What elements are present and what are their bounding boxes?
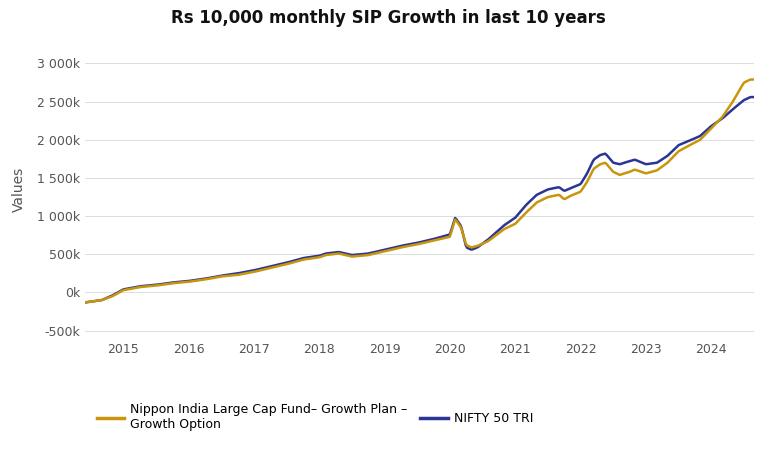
Y-axis label: Values: Values — [12, 167, 26, 212]
Legend: Nippon India Large Cap Fund– Growth Plan –
Growth Option, NIFTY 50 TRI: Nippon India Large Cap Fund– Growth Plan… — [92, 398, 538, 436]
Text: Rs 10,000 monthly SIP Growth in last 10 years: Rs 10,000 monthly SIP Growth in last 10 … — [171, 9, 606, 27]
